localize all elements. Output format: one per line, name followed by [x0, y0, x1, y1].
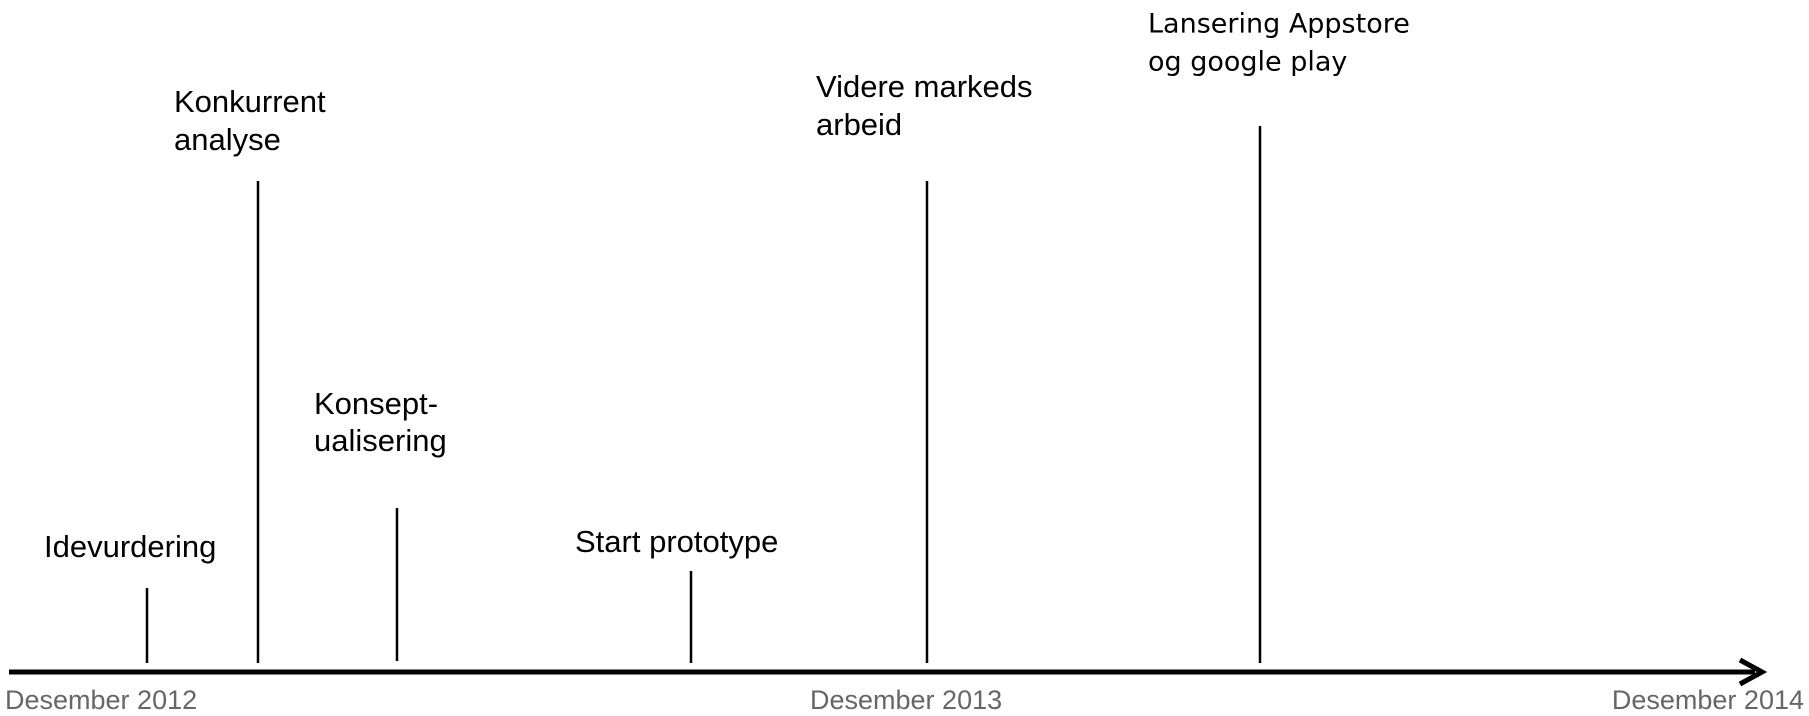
event-label: analyse — [174, 122, 281, 157]
axis-date-label: Desember 2013 — [810, 685, 1002, 715]
event-label: arbeid — [816, 107, 902, 142]
event-label: Start prototype — [575, 524, 778, 559]
event-label: Videre markeds — [816, 69, 1033, 104]
axis-arrow — [1738, 657, 1768, 687]
event-label: Idevurdering — [44, 529, 216, 564]
axis-date-label: Desember 2014 — [1612, 685, 1804, 715]
event-label: Lansering Appstore — [1148, 9, 1410, 40]
event-label: Konsept- — [314, 386, 438, 421]
event-label: ualisering — [314, 423, 447, 458]
event-label: Konkurrent — [174, 84, 326, 119]
event-label: og google play — [1148, 47, 1347, 78]
axis-date-label: Desember 2012 — [5, 685, 197, 715]
